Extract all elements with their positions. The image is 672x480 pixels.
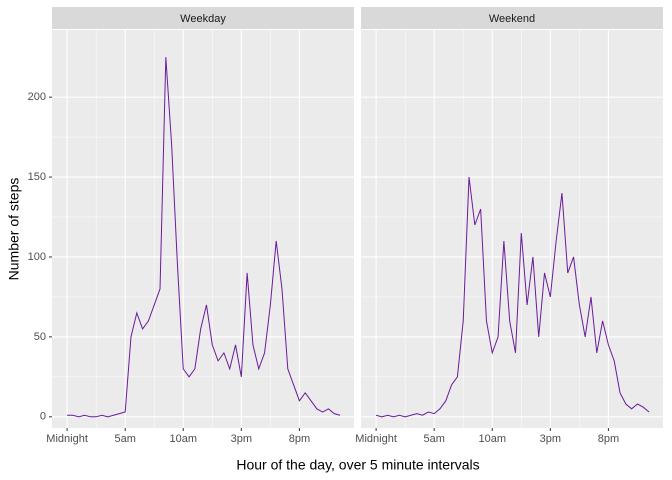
x-tick-label: 10am [169,433,197,445]
strip [52,7,354,29]
y-tick-label: 150 [28,171,46,183]
panel-background [361,30,663,428]
x-tick-label: Midnight [355,433,397,445]
y-tick-label: 50 [34,331,46,343]
panel-title: Weekday [180,13,226,25]
y-tick-label: 100 [28,251,46,263]
data-line [67,57,341,418]
x-tick-label: Midnight [46,433,88,445]
panel-background [52,30,354,428]
x-tick-label: 3pm [540,433,561,445]
x-tick-label: 10am [478,433,506,445]
panel-title: Weekend [489,13,535,25]
y-tick-label: 0 [40,411,46,423]
data-line [375,176,650,418]
strip [361,7,663,29]
x-tick-label: 8pm [598,433,619,445]
x-tick-label: 5am [423,433,444,445]
x-tick-label: 8pm [289,433,310,445]
x-tick-label: 5am [114,433,135,445]
y-axis-title: Number of steps [6,178,22,281]
x-tick-label: 3pm [231,433,252,445]
y-tick-label: 200 [28,91,46,103]
x-axis-title: Hour of the day, over 5 minute intervals [236,457,479,473]
